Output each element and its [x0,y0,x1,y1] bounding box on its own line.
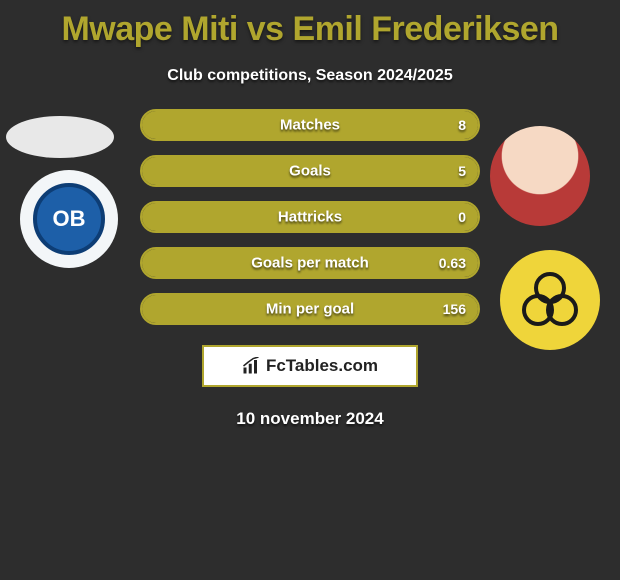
stat-value: 0 [458,209,466,225]
player-right-avatar [490,126,590,226]
stat-value: 8 [458,117,466,133]
club-right-badge [500,250,600,350]
page-title: Mwape Miti vs Emil Frederiksen [0,0,620,49]
player-left-avatar-placeholder [6,116,114,158]
club-left-badge: OB [20,170,118,268]
stat-value: 0.63 [439,255,466,271]
stat-value: 5 [458,163,466,179]
stat-label: Matches [280,117,340,134]
stat-label: Hattricks [278,209,342,226]
chart-icon [242,357,260,375]
stat-row-matches: Matches 8 [140,109,480,141]
stat-label: Goals per match [251,255,369,272]
subtitle: Club competitions, Season 2024/2025 [0,67,620,85]
stat-row-goals: Goals 5 [140,155,480,187]
brand-box[interactable]: FcTables.com [202,345,418,387]
stat-label: Min per goal [266,301,354,318]
date-text: 10 november 2024 [0,409,620,429]
stat-value: 156 [443,301,466,317]
stat-row-min-per-goal: Min per goal 156 [140,293,480,325]
brand-text: FcTables.com [266,356,378,376]
club-right-rings-icon [522,272,578,328]
club-left-badge-label: OB [33,183,105,255]
stat-row-hattricks: Hattricks 0 [140,201,480,233]
stat-row-goals-per-match: Goals per match 0.63 [140,247,480,279]
stat-label: Goals [289,163,331,180]
